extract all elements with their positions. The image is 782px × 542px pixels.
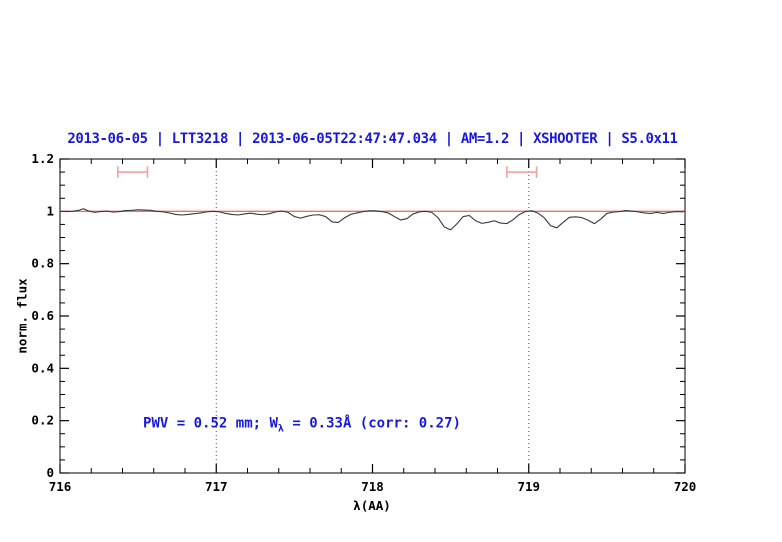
y-tick-label-0.2: 0.2 [31, 413, 54, 428]
y-tick-label-1.2: 1.2 [31, 151, 54, 166]
pwv-annotation-prefix: PWV = 0.52 mm; W [143, 415, 278, 432]
y-tick-label-0: 0 [46, 465, 54, 480]
plot-title: 2013-06-05 | LTT3218 | 2013-06-05T22:47:… [67, 131, 678, 147]
x-tick-label-718: 718 [361, 479, 384, 494]
x-tick-label-716: 716 [49, 479, 72, 494]
y-tick-label-0.6: 0.6 [31, 308, 54, 323]
y-tick-label-0.4: 0.4 [31, 360, 54, 375]
y-tick-label-0.8: 0.8 [31, 256, 54, 271]
pwv-annotation-subscript: λ [277, 423, 284, 435]
x-axis-title: λ(AA) [353, 498, 391, 513]
x-tick-label-719: 719 [517, 479, 540, 494]
pwv-annotation-suffix: = 0.33Å (corr: 0.27) [283, 415, 461, 432]
pwv-annotation: PWV = 0.52 mm; Wλ = 0.33Å (corr: 0.27) [143, 416, 461, 435]
y-axis-title: norm. flux [14, 278, 30, 354]
x-tick-label-720: 720 [674, 479, 697, 494]
spectrum-curve-normalized-spectrum [59, 208, 686, 231]
x-tick-label-717: 717 [205, 479, 228, 494]
y-tick-label-1: 1 [46, 203, 54, 218]
